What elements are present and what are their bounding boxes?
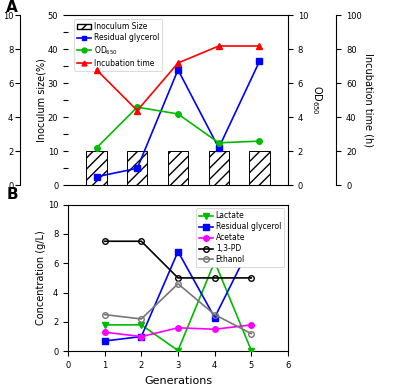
Line: Acetate: Acetate	[102, 322, 254, 339]
Acetate	[139, 334, 144, 339]
1,3-PD	[249, 276, 254, 280]
Bar	[86, 151, 107, 185]
Lactate	[249, 348, 254, 353]
1,3-PD	[139, 239, 144, 244]
Residual glycerol	[102, 339, 107, 343]
Lactate	[212, 259, 217, 264]
Acetate	[176, 325, 180, 330]
Acetate	[212, 327, 217, 332]
Line: 1,3-PD: 1,3-PD	[102, 239, 254, 281]
Bar	[127, 151, 148, 185]
1,3-PD	[212, 276, 217, 280]
Y-axis label: Concentration (g/L): Concentration (g/L)	[36, 230, 46, 325]
Text: B: B	[6, 187, 18, 202]
Line: Residual glycerol: Residual glycerol	[102, 241, 254, 344]
Legend: Inoculum Size, Residual glycerol, OD$_{650}$, Incubation time: Inoculum Size, Residual glycerol, OD$_{6…	[74, 19, 162, 71]
Ethanol	[176, 281, 180, 286]
Residual glycerol	[176, 249, 180, 254]
1,3-PD	[102, 239, 107, 244]
1,3-PD	[176, 276, 180, 280]
Acetate	[249, 323, 254, 327]
Lactate	[176, 348, 180, 353]
Bar	[208, 151, 229, 185]
Ethanol	[139, 317, 144, 321]
Legend: Lactate, Residual glycerol, Acetate, 1,3-PD, Ethanol: Lactate, Residual glycerol, Acetate, 1,3…	[196, 208, 284, 267]
Y-axis label: OD$_{650}$: OD$_{650}$	[310, 85, 324, 115]
Line: Lactate: Lactate	[102, 259, 254, 353]
Text: A: A	[6, 0, 18, 15]
Lactate	[102, 323, 107, 327]
Lactate	[139, 323, 144, 327]
Ethanol	[249, 331, 254, 336]
Residual glycerol	[249, 242, 254, 247]
Ethanol	[102, 312, 107, 317]
Y-axis label: Incubation time (h): Incubation time (h)	[363, 53, 373, 147]
X-axis label: Generations: Generations	[144, 376, 212, 386]
Bar	[249, 151, 270, 185]
Bar	[168, 151, 188, 185]
Y-axis label: Inoculum size(%): Inoculum size(%)	[36, 58, 46, 142]
Acetate	[102, 330, 107, 335]
Y-axis label: Residual glycerol (g/L): Residual glycerol (g/L)	[0, 46, 2, 155]
Line: Ethanol: Ethanol	[102, 281, 254, 337]
Residual glycerol	[212, 315, 217, 320]
Ethanol	[212, 312, 217, 317]
Residual glycerol	[139, 334, 144, 339]
